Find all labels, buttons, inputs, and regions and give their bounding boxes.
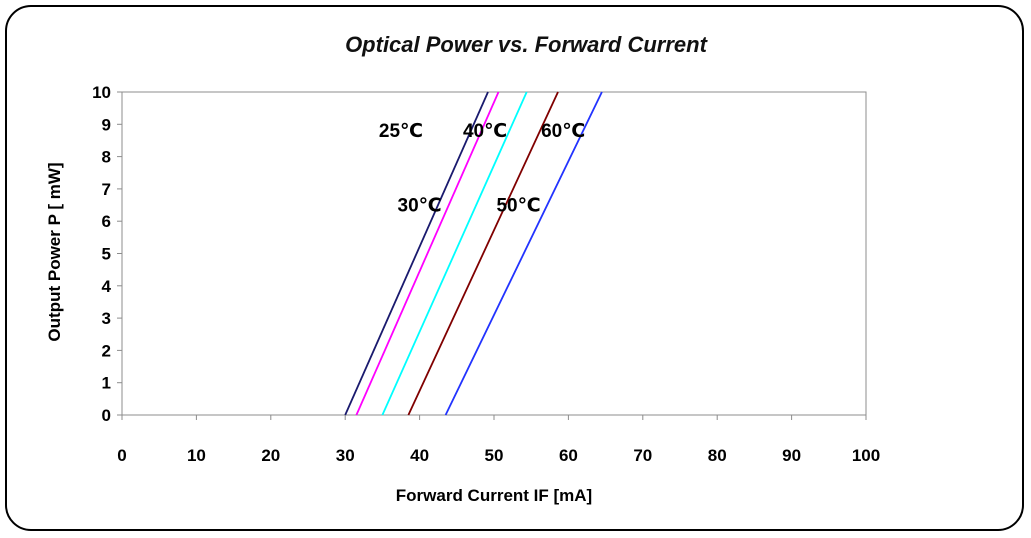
y-tick-label: 5 xyxy=(102,245,111,264)
series-lines xyxy=(344,91,603,416)
annotations: 25℃ 40℃ 60℃ 30℃ 50℃ xyxy=(379,121,585,216)
x-axis: 0 10 20 30 40 50 60 70 80 90 100 xyxy=(117,415,880,465)
series-line-3 xyxy=(381,91,528,416)
series-line-4 xyxy=(407,91,559,416)
y-tick-label: 9 xyxy=(102,115,111,134)
x-tick-label: 90 xyxy=(782,446,801,465)
y-tick-label: 2 xyxy=(102,341,111,360)
x-tick-label: 60 xyxy=(559,446,578,465)
plot-area xyxy=(121,91,867,416)
y-tick-label: 0 xyxy=(102,406,111,425)
series-line-1 xyxy=(344,91,489,416)
y-tick-label: 10 xyxy=(92,83,111,102)
y-tick-label: 1 xyxy=(102,374,111,393)
y-tick-label: 3 xyxy=(102,309,111,328)
series-line-5 xyxy=(444,91,603,416)
x-tick-label: 70 xyxy=(633,446,652,465)
y-tick-label: 8 xyxy=(102,148,111,167)
x-tick-label: 50 xyxy=(485,446,504,465)
temperature-label: 60℃ xyxy=(541,121,585,142)
y-tick-label: 6 xyxy=(102,212,111,231)
chart-title: Optical Power vs. Forward Current xyxy=(345,32,709,57)
y-tick-label: 7 xyxy=(102,180,111,199)
temperature-label: 50℃ xyxy=(496,196,540,217)
y-axis-label: Output Power P [ mW] xyxy=(45,162,64,341)
x-tick-label: 30 xyxy=(336,446,355,465)
x-axis-label: Forward Current IF [mA] xyxy=(396,486,592,505)
x-tick-label: 0 xyxy=(117,446,126,465)
y-axis: 0 1 2 3 4 5 6 7 8 9 10 xyxy=(92,83,122,425)
temperature-label: 25℃ xyxy=(379,121,423,142)
temperature-label: 40℃ xyxy=(463,121,507,142)
series-line-2 xyxy=(355,91,500,416)
temperature-label: 30℃ xyxy=(398,196,442,217)
y-tick-label: 4 xyxy=(102,277,112,296)
x-tick-label: 80 xyxy=(708,446,727,465)
x-tick-label: 10 xyxy=(187,446,206,465)
x-tick-label: 100 xyxy=(852,446,880,465)
x-tick-label: 20 xyxy=(261,446,280,465)
x-tick-label: 40 xyxy=(410,446,429,465)
